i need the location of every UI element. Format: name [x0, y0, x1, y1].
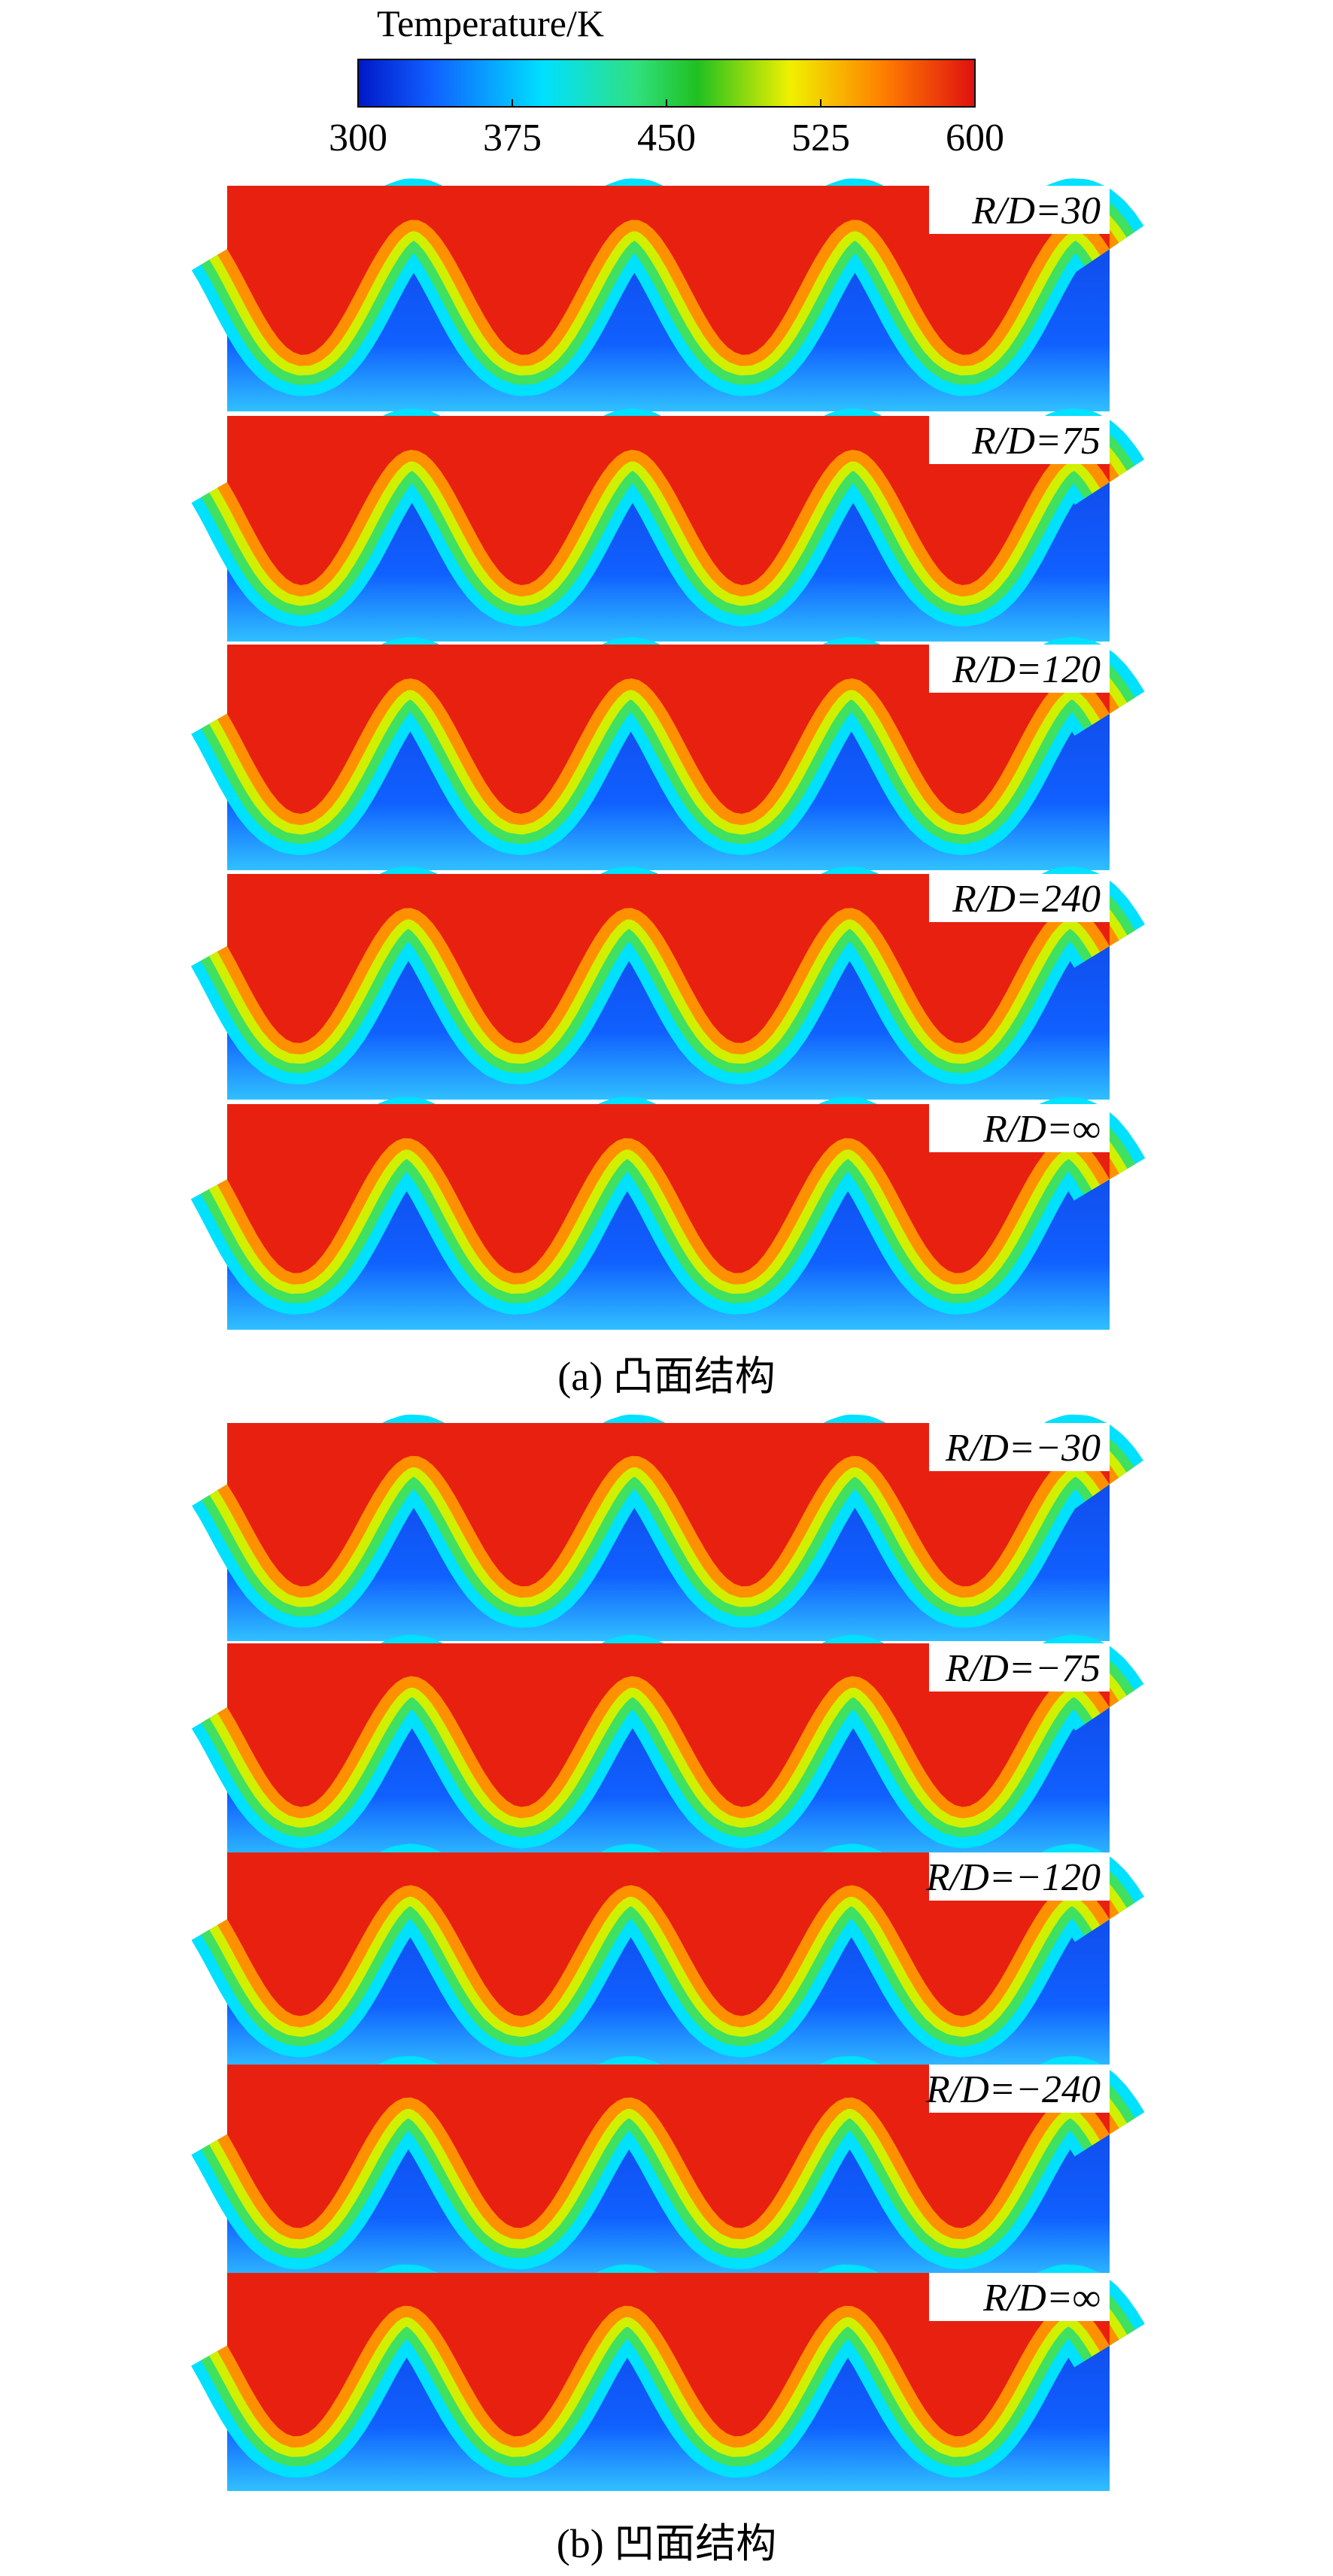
- contour-panel: R/D=−240: [191, 2056, 1145, 2283]
- panel-label: R/D=−30: [945, 1427, 1101, 1470]
- label-box: [929, 874, 1110, 922]
- contour-panel: R/D=120: [191, 637, 1145, 870]
- label-box: [929, 2065, 1110, 2113]
- colorbar-tick-label: 450: [637, 117, 696, 159]
- caption: (a) 凸面结构: [557, 1354, 775, 1399]
- hot-region: [227, 2273, 1110, 2437]
- hot-region: [227, 645, 1110, 814]
- label-box: [929, 416, 1110, 464]
- contour-panel: R/D=∞: [191, 2264, 1145, 2491]
- hot-region: [227, 874, 1110, 1043]
- hot-region: [227, 1104, 1110, 1273]
- contour-panel: R/D=75: [191, 408, 1145, 642]
- panel-label: R/D=−120: [925, 1856, 1101, 1899]
- panel-label: R/D=30: [971, 190, 1101, 232]
- panel-label: R/D=240: [952, 878, 1101, 921]
- label-box: [929, 1852, 1110, 1901]
- label-box: [929, 645, 1110, 693]
- colorbar-tick-label: 375: [483, 117, 542, 159]
- hot-region: [227, 2065, 1110, 2229]
- panel-label: R/D=120: [952, 648, 1101, 691]
- contour-panel: R/D=240: [190, 866, 1145, 1100]
- label-box: [929, 186, 1110, 234]
- contour-panel: R/D=−75: [191, 1634, 1144, 1861]
- caption: (b) 凹面结构: [557, 2521, 776, 2566]
- label-box: [929, 1423, 1110, 1471]
- colorbar-title: Temperature/K: [377, 2, 604, 44]
- panel-label: R/D=75: [971, 420, 1101, 463]
- colorbar: [357, 59, 976, 108]
- hot-region: [227, 1643, 1110, 1807]
- contour-panel: R/D=−30: [192, 1414, 1144, 1641]
- label-box: [929, 1643, 1110, 1692]
- colorbar-tick-label: 300: [329, 117, 387, 159]
- contour-panel: R/D=−120: [191, 1843, 1145, 2071]
- hot-region: [227, 416, 1110, 585]
- colorbar-tick-label: 525: [791, 117, 850, 159]
- contour-panel: R/D=30: [191, 178, 1144, 411]
- panel-label: R/D=−75: [945, 1647, 1101, 1690]
- hot-region: [227, 1423, 1110, 1587]
- contour-panel: R/D=∞: [190, 1097, 1146, 1330]
- label-box: [929, 2273, 1110, 2321]
- panel-label: R/D=−240: [925, 2068, 1101, 2111]
- hot-region: [227, 1852, 1110, 2016]
- hot-region: [227, 186, 1110, 355]
- colorbar-tick-label: 600: [946, 117, 1004, 159]
- label-box: [929, 1104, 1110, 1152]
- panels: R/D=30 R/D=75 R/D=120 R/D=240 R/D=∞ R/D=−30 R/…: [190, 178, 1146, 2491]
- panel-label: R/D=∞: [982, 1108, 1101, 1151]
- panel-label: R/D=∞: [982, 2277, 1101, 2320]
